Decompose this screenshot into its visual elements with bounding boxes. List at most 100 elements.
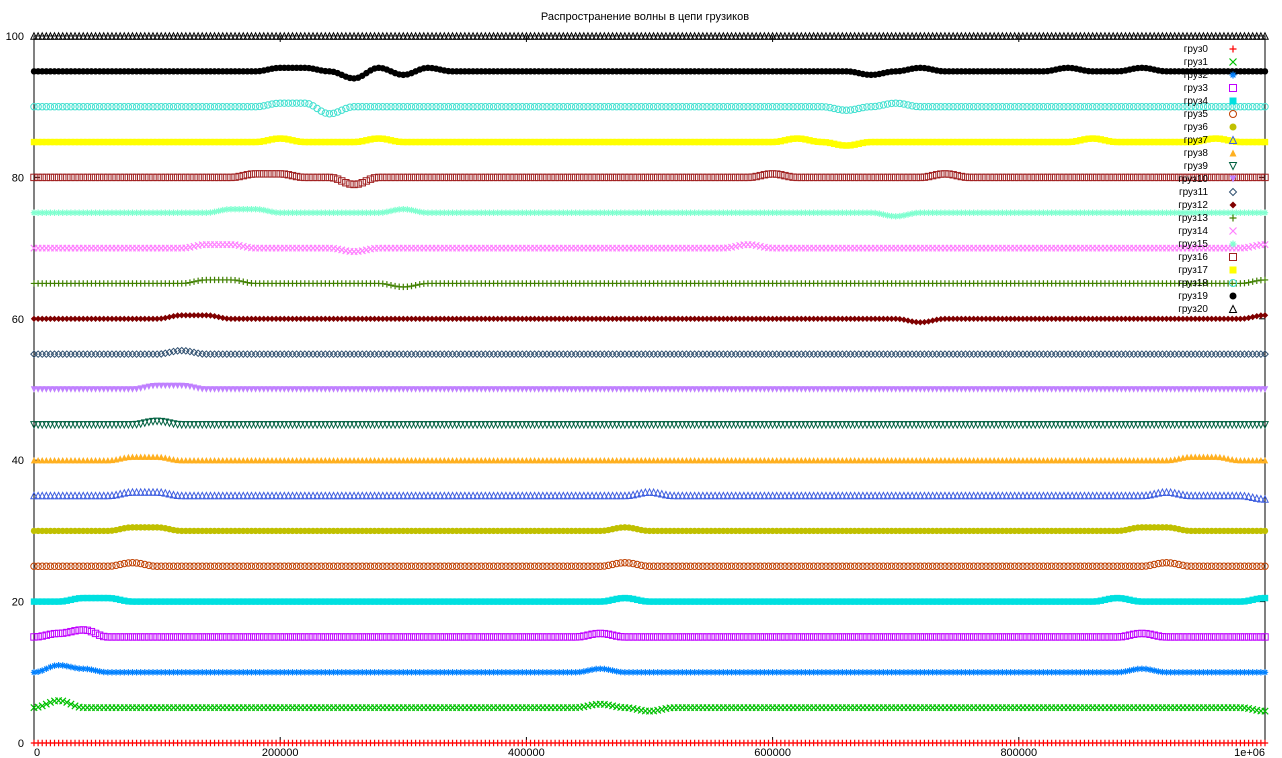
series-point bbox=[75, 665, 83, 672]
series-point bbox=[965, 562, 974, 570]
series-point bbox=[723, 633, 732, 641]
series-point bbox=[555, 562, 563, 570]
series-point bbox=[1199, 350, 1208, 359]
series-point bbox=[776, 350, 785, 359]
series-point bbox=[920, 562, 929, 570]
series-point bbox=[1166, 350, 1175, 359]
series-point bbox=[296, 491, 305, 500]
series-point bbox=[276, 633, 284, 641]
series-point bbox=[752, 350, 761, 359]
series-point bbox=[810, 598, 817, 605]
series-point bbox=[1077, 598, 1084, 605]
series-point bbox=[71, 173, 79, 182]
series-point bbox=[268, 562, 276, 570]
series-point bbox=[338, 177, 346, 185]
series-point bbox=[251, 562, 260, 570]
series-point bbox=[247, 350, 256, 359]
series-point bbox=[867, 633, 875, 641]
series-point bbox=[132, 559, 141, 567]
series-point bbox=[514, 562, 522, 570]
series-point bbox=[1204, 669, 1211, 676]
series-point bbox=[1130, 666, 1137, 673]
series-6 bbox=[30, 524, 1269, 535]
series-point bbox=[243, 562, 252, 570]
series-point bbox=[415, 350, 424, 359]
series-point bbox=[547, 669, 555, 676]
series-point bbox=[346, 633, 354, 641]
series-point bbox=[1237, 598, 1244, 605]
series-11 bbox=[30, 346, 1269, 359]
series-point bbox=[1142, 629, 1150, 638]
series-point bbox=[300, 350, 309, 359]
series-point bbox=[1158, 633, 1167, 641]
series-point bbox=[1039, 633, 1048, 641]
series-point bbox=[649, 633, 658, 641]
series-point bbox=[489, 350, 498, 359]
series-point bbox=[1125, 350, 1134, 359]
series-point bbox=[1240, 350, 1249, 359]
series-point bbox=[469, 173, 477, 182]
series-point bbox=[1170, 350, 1179, 359]
series-point bbox=[424, 350, 432, 359]
series-point bbox=[1088, 350, 1097, 359]
series-point bbox=[1261, 594, 1269, 602]
series-point bbox=[629, 595, 637, 603]
series-point bbox=[1256, 350, 1265, 359]
series-point bbox=[1166, 633, 1175, 641]
series-point bbox=[1064, 562, 1072, 570]
series-point bbox=[375, 669, 382, 676]
series-point bbox=[272, 562, 280, 570]
series-point bbox=[379, 280, 386, 287]
series-point bbox=[1204, 598, 1211, 605]
series-point bbox=[1055, 350, 1064, 359]
series-point bbox=[182, 633, 190, 641]
series-point bbox=[654, 562, 662, 570]
series-point bbox=[136, 350, 145, 359]
series-point bbox=[703, 598, 711, 605]
series-point bbox=[1142, 665, 1150, 673]
series-point bbox=[481, 173, 490, 182]
series-point bbox=[403, 633, 412, 641]
series-point bbox=[1044, 669, 1051, 676]
series-point bbox=[1114, 594, 1121, 602]
series-point bbox=[597, 598, 604, 605]
series-point bbox=[736, 562, 744, 570]
series-point bbox=[301, 598, 309, 605]
series-point bbox=[59, 173, 67, 182]
series-point bbox=[1236, 562, 1245, 570]
series-point bbox=[125, 669, 132, 676]
series-point bbox=[871, 598, 879, 605]
series-point bbox=[1195, 633, 1204, 641]
series-point bbox=[1146, 561, 1154, 570]
series-point bbox=[522, 633, 531, 641]
series-point bbox=[1158, 559, 1167, 567]
series-point bbox=[572, 598, 579, 605]
series-point bbox=[1080, 633, 1089, 641]
series-point bbox=[962, 669, 969, 676]
series-point bbox=[1192, 598, 1199, 605]
series-point bbox=[924, 562, 933, 570]
series-point bbox=[149, 350, 157, 359]
series-point bbox=[789, 350, 798, 359]
series-point bbox=[244, 669, 251, 676]
series-point bbox=[1031, 562, 1039, 570]
series-point bbox=[506, 562, 514, 570]
series-point bbox=[617, 559, 625, 567]
series-point bbox=[91, 629, 100, 638]
series-point bbox=[194, 491, 203, 500]
series-point bbox=[666, 350, 674, 359]
series-point bbox=[210, 562, 219, 570]
series-point bbox=[1183, 633, 1191, 641]
series-point bbox=[71, 664, 79, 672]
series-point bbox=[190, 278, 198, 285]
series-point bbox=[794, 669, 801, 676]
series-point bbox=[1113, 350, 1122, 359]
series-point bbox=[740, 562, 748, 570]
series-point bbox=[850, 562, 859, 570]
series-point bbox=[420, 598, 428, 605]
series-point bbox=[530, 350, 539, 359]
series-point bbox=[683, 669, 690, 676]
series-point bbox=[251, 350, 260, 359]
series-point bbox=[937, 633, 945, 641]
series-point bbox=[567, 633, 576, 641]
